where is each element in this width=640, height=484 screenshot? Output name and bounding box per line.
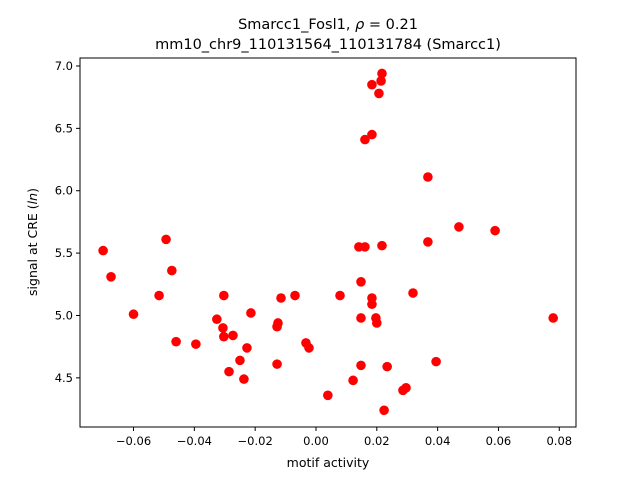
data-point xyxy=(360,242,370,252)
data-point xyxy=(367,79,377,90)
data-point xyxy=(212,314,222,325)
x-tick-label: −0.04 xyxy=(177,434,212,448)
data-point xyxy=(454,222,464,232)
data-point xyxy=(235,355,245,366)
data-point xyxy=(218,323,228,333)
data-point xyxy=(304,343,314,353)
data-point xyxy=(382,361,392,372)
data-point xyxy=(356,360,366,371)
data-point xyxy=(372,318,382,328)
data-point xyxy=(377,240,387,251)
chart-title-line2: mm10_chr9_110131564_110131784 (Smarcc1) xyxy=(155,37,501,53)
y-tick-label: 5.5 xyxy=(55,246,73,260)
data-point xyxy=(379,405,389,416)
y-tick-label: 4.5 xyxy=(55,371,73,385)
x-tick-label: 0.00 xyxy=(303,434,329,448)
data-point xyxy=(98,245,108,256)
data-point xyxy=(167,265,177,276)
data-point xyxy=(219,331,229,342)
data-point xyxy=(376,76,386,86)
data-point xyxy=(239,374,249,384)
x-tick-label: 0.02 xyxy=(364,434,390,448)
x-tick-label: −0.02 xyxy=(238,434,273,448)
y-tick-label: 6.5 xyxy=(55,121,73,135)
data-point xyxy=(276,293,286,303)
data-point xyxy=(356,313,366,323)
x-axis: −0.06 −0.04 −0.02 0.00 0.02 0.04 0.06 0.08 xyxy=(116,427,572,448)
data-point xyxy=(401,383,411,393)
y-axis: 4.5 5.0 5.5 6.0 6.5 7.0 xyxy=(55,59,80,385)
data-point xyxy=(423,172,433,182)
data-point xyxy=(224,366,234,377)
data-points xyxy=(98,68,558,416)
y-tick-label: 5.0 xyxy=(55,308,73,322)
y-axis-label: signal at CRE (ln) xyxy=(25,188,40,296)
data-point xyxy=(431,356,441,367)
data-point xyxy=(408,288,418,298)
data-point xyxy=(273,318,283,328)
y-tick-label: 6.0 xyxy=(55,184,73,198)
chart-title-line1: Smarcc1_Fosl1, ρ = 0.21 xyxy=(238,17,418,33)
data-point xyxy=(367,299,377,310)
data-point xyxy=(423,237,433,247)
data-point xyxy=(161,234,171,245)
data-point xyxy=(348,375,358,386)
data-point xyxy=(219,290,229,301)
data-point xyxy=(374,88,384,99)
data-point xyxy=(490,225,500,236)
data-point xyxy=(548,313,558,323)
y-tick-label: 7.0 xyxy=(55,59,73,73)
data-point xyxy=(367,129,377,140)
data-point xyxy=(128,309,139,320)
x-axis-label: motif activity xyxy=(287,455,370,470)
x-tick-label: −0.06 xyxy=(116,434,151,448)
data-point xyxy=(335,290,345,301)
data-point xyxy=(360,134,370,145)
data-point xyxy=(290,290,300,301)
data-point xyxy=(171,336,181,347)
x-tick-label: 0.08 xyxy=(546,434,572,448)
data-point xyxy=(106,272,116,282)
data-point xyxy=(246,308,256,318)
plot-frame xyxy=(79,57,577,428)
x-tick-label: 0.06 xyxy=(486,434,512,448)
data-point xyxy=(154,290,164,301)
data-point xyxy=(242,343,252,353)
data-point xyxy=(272,359,282,369)
data-point xyxy=(323,390,333,401)
data-point xyxy=(356,276,366,287)
data-point xyxy=(191,339,201,349)
data-point xyxy=(228,330,238,341)
x-tick-label: 0.04 xyxy=(425,434,451,448)
data-point xyxy=(377,68,387,79)
